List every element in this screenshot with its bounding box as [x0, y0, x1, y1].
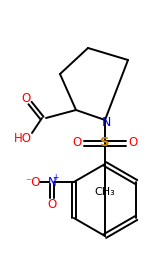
Text: O: O [21, 93, 31, 105]
Text: ⁻O: ⁻O [25, 176, 41, 188]
Text: N: N [101, 115, 111, 129]
Text: HO: HO [14, 132, 32, 146]
Text: O: O [72, 136, 82, 150]
Text: +: + [53, 174, 59, 182]
Text: O: O [47, 197, 56, 210]
Text: S: S [100, 136, 110, 150]
Text: O: O [128, 136, 138, 150]
Text: CH₃: CH₃ [95, 187, 115, 197]
Text: N: N [47, 176, 56, 188]
